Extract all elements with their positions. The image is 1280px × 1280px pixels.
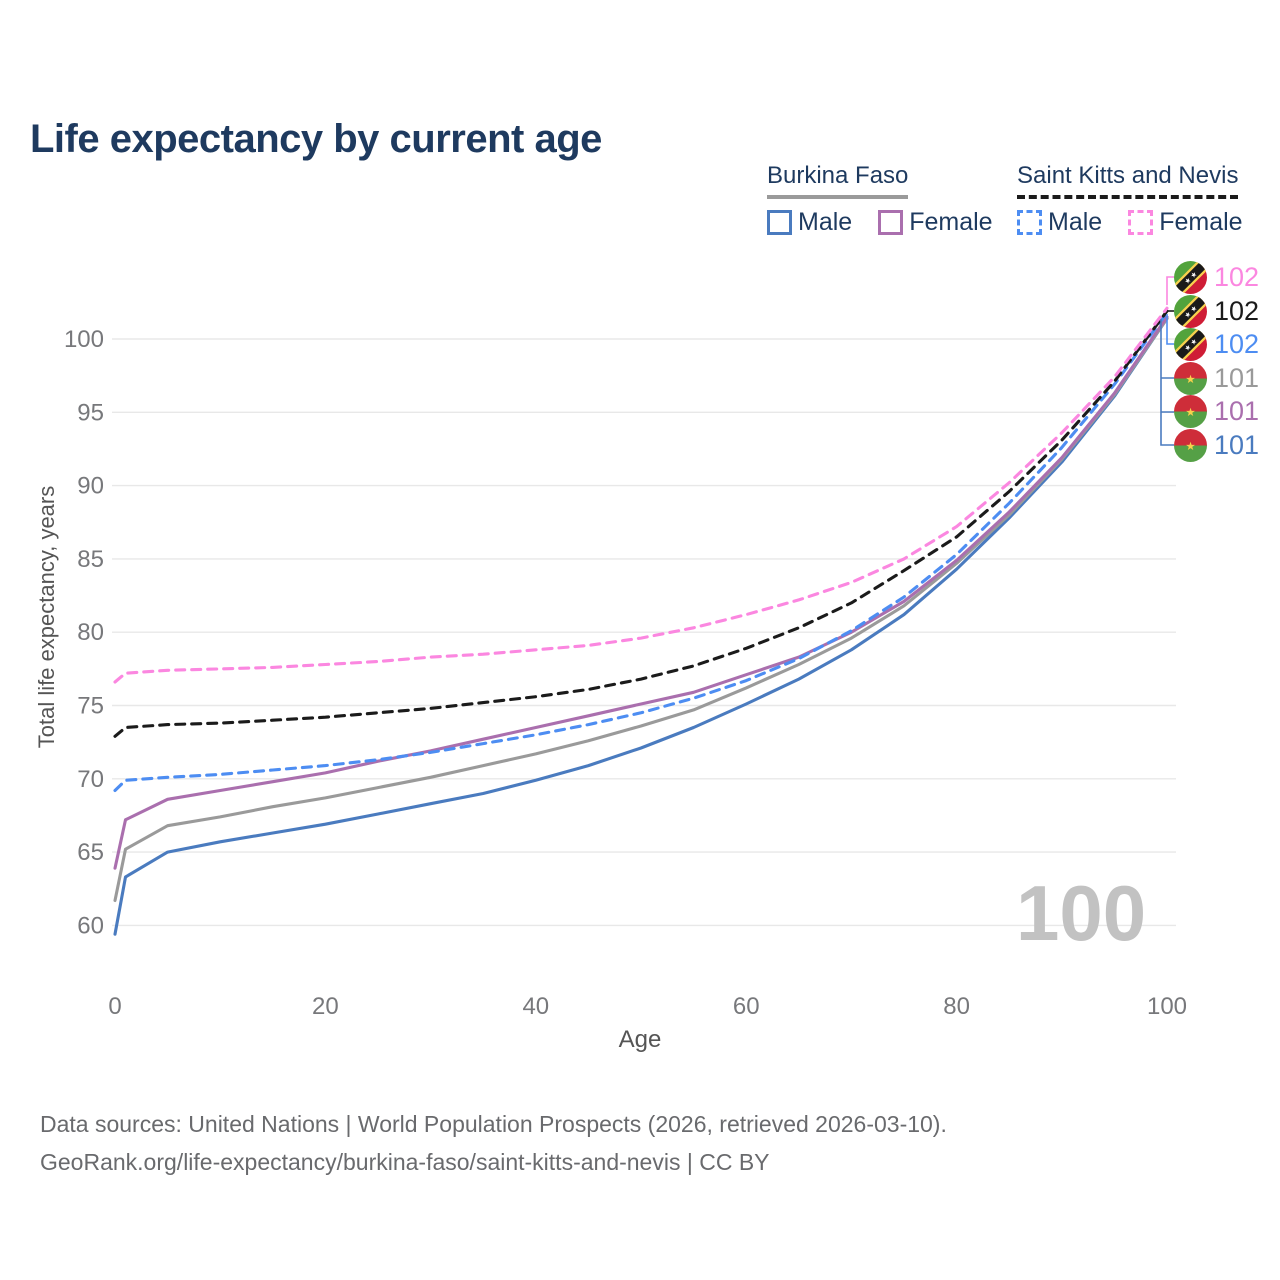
series-line-bf-all[interactable] — [113, 316, 1169, 903]
series-line-kn-male[interactable] — [113, 311, 1169, 793]
y-tick-80: 80 — [77, 619, 104, 646]
y-tick-100: 100 — [64, 326, 104, 353]
end-label-kn-male: ★ ★ 102 — [1174, 328, 1260, 362]
y-tick-65: 65 — [77, 839, 104, 866]
y-tick-85: 85 — [77, 546, 104, 573]
legend-label-bf-female: Female — [909, 208, 993, 236]
x-tick-100: 100 — [1147, 993, 1187, 1020]
end-label-leader-3 — [1160, 319, 1174, 446]
kn-male-swatch-icon — [1017, 210, 1042, 235]
burkina-faso-flag-icon: ★ — [1174, 429, 1207, 462]
x-tick-0: 0 — [108, 993, 121, 1020]
series-line-bf-female[interactable] — [113, 315, 1169, 870]
x-tick-20: 20 — [312, 993, 339, 1020]
footer-url-line: GeoRank.org/life-expectancy/burkina-faso… — [40, 1148, 770, 1175]
end-label-value: 102 — [1214, 262, 1260, 292]
age-counter-watermark: 100 — [1016, 869, 1147, 957]
legend-country-saint-kitts-and-nevis[interactable]: Saint Kitts and Nevis — [1017, 162, 1239, 199]
end-label-value: 101 — [1214, 362, 1260, 393]
series-line-kn-female[interactable] — [113, 306, 1169, 684]
legend-item-bf-female[interactable]: Female — [878, 208, 993, 237]
end-label-value: 102 — [1214, 329, 1260, 360]
end-label-leader-0 — [1166, 276, 1174, 305]
x-tick-60: 60 — [733, 993, 760, 1020]
y-tick-95: 95 — [77, 399, 104, 426]
end-label-value: 101 — [1214, 430, 1260, 460]
footer: Data sources: United Nations | World Pop… — [40, 1106, 947, 1182]
bf-male-swatch-icon — [767, 210, 792, 235]
svg-text:★: ★ — [1185, 374, 1195, 386]
end-label-kn-female: ★ ★ 102 — [1174, 261, 1259, 294]
end-label-leader-2 — [1166, 314, 1174, 345]
x-axis-title: Age — [618, 1026, 662, 1053]
saint-kitts-and-nevis-flag-icon: ★ ★ — [1174, 328, 1207, 362]
legend-label-bf-male: Male — [798, 208, 853, 236]
y-tick-70: 70 — [77, 766, 104, 793]
y-tick-90: 90 — [77, 473, 104, 500]
legend-row-saint-kitts-and-nevis: Male Female — [1017, 208, 1243, 237]
end-label-bf-male: ★ 101 — [1174, 429, 1259, 462]
legend-country-burkina-faso[interactable]: Burkina Faso — [767, 162, 909, 199]
legend-group-saint-kitts-and-nevis: Saint Kitts and Nevis Male Female — [1017, 162, 1243, 237]
legend-item-kn-male[interactable]: Male — [1017, 208, 1102, 237]
saint-kitts-and-nevis-flag-icon: ★ ★ — [1174, 261, 1207, 294]
series-line-bf-male[interactable] — [113, 316, 1169, 936]
page-title: Life expectancy by current age — [30, 116, 602, 161]
end-label-value: 101 — [1214, 396, 1260, 427]
burkina-faso-flag-icon: ★ — [1174, 395, 1207, 429]
end-label-value: 102 — [1214, 295, 1260, 326]
bf-female-swatch-icon — [878, 210, 904, 235]
legend-group-burkina-faso: Burkina Faso Male Female — [767, 162, 993, 237]
footer-sources-line: Data sources: United Nations | World Pop… — [40, 1111, 947, 1137]
kn-female-swatch-icon — [1128, 210, 1154, 235]
legend-item-kn-female[interactable]: Female — [1128, 208, 1243, 237]
legend-label-kn-female: Female — [1159, 208, 1243, 236]
x-tick-80: 80 — [943, 993, 970, 1020]
svg-text:★: ★ — [1185, 441, 1195, 453]
end-label-bf-all: ★ 101 — [1174, 361, 1260, 395]
end-label-kn-all: ★ ★ 102 — [1174, 294, 1260, 328]
legend-item-bf-male[interactable]: Male — [767, 208, 852, 237]
end-label-bf-female: ★ 101 — [1174, 395, 1260, 429]
x-tick-40: 40 — [522, 993, 549, 1020]
series-line-kn-all[interactable] — [113, 309, 1169, 738]
y-tick-75: 75 — [77, 693, 104, 720]
saint-kitts-and-nevis-flag-icon: ★ ★ — [1174, 294, 1207, 328]
legend-label-kn-male: Male — [1048, 208, 1103, 236]
svg-text:★: ★ — [1185, 408, 1195, 420]
legend-row-burkina-faso: Male Female — [767, 208, 993, 237]
y-tick-60: 60 — [77, 912, 104, 939]
burkina-faso-flag-icon: ★ — [1174, 361, 1207, 395]
